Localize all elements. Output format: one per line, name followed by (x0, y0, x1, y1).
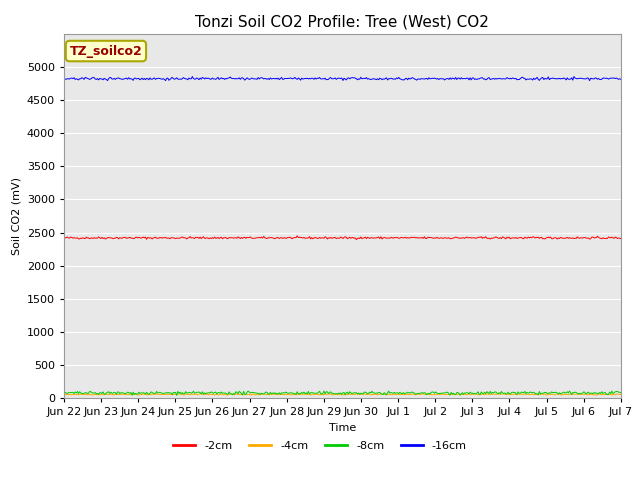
-4cm (345, 391, 353, 396)
-16cm (362, 75, 370, 81)
Line: -8cm: -8cm (64, 391, 621, 396)
-8cm (362, 390, 370, 396)
-4cm (329, 392, 337, 398)
-16cm (586, 78, 593, 84)
-2cm (60, 235, 68, 240)
-2cm (394, 235, 401, 240)
-8cm (173, 393, 180, 398)
-16cm (606, 75, 614, 81)
-2cm (293, 233, 301, 239)
-4cm (223, 393, 231, 398)
-2cm (364, 234, 371, 240)
-8cm (393, 390, 401, 396)
-4cm (394, 392, 401, 397)
-4cm (519, 392, 527, 397)
-2cm (353, 237, 360, 242)
-4cm (617, 391, 625, 397)
Title: Tonzi Soil CO2 Profile: Tree (West) CO2: Tonzi Soil CO2 Profile: Tree (West) CO2 (195, 15, 490, 30)
X-axis label: Time: Time (329, 423, 356, 433)
-4cm (606, 392, 614, 397)
-4cm (326, 391, 333, 397)
-8cm (566, 388, 573, 394)
-16cm (518, 75, 525, 81)
-2cm (606, 235, 614, 240)
-16cm (189, 74, 196, 80)
-2cm (329, 235, 337, 241)
Line: -4cm: -4cm (64, 394, 621, 396)
-2cm (326, 235, 333, 241)
-16cm (617, 76, 625, 82)
-16cm (60, 75, 68, 81)
-8cm (518, 389, 525, 395)
Line: -2cm: -2cm (64, 236, 621, 240)
-8cm (606, 389, 614, 395)
-16cm (326, 75, 333, 81)
-2cm (617, 236, 625, 241)
-2cm (519, 236, 527, 241)
-8cm (60, 389, 68, 395)
-8cm (329, 390, 337, 396)
-16cm (329, 76, 337, 82)
-8cm (326, 390, 333, 396)
Y-axis label: Soil CO2 (mV): Soil CO2 (mV) (12, 177, 21, 255)
-4cm (364, 391, 371, 397)
Legend: -2cm, -4cm, -8cm, -16cm: -2cm, -4cm, -8cm, -16cm (169, 436, 471, 455)
-16cm (393, 75, 401, 81)
Line: -16cm: -16cm (64, 77, 621, 81)
Text: TZ_soilco2: TZ_soilco2 (70, 45, 142, 58)
-8cm (617, 390, 625, 396)
-4cm (60, 391, 68, 397)
